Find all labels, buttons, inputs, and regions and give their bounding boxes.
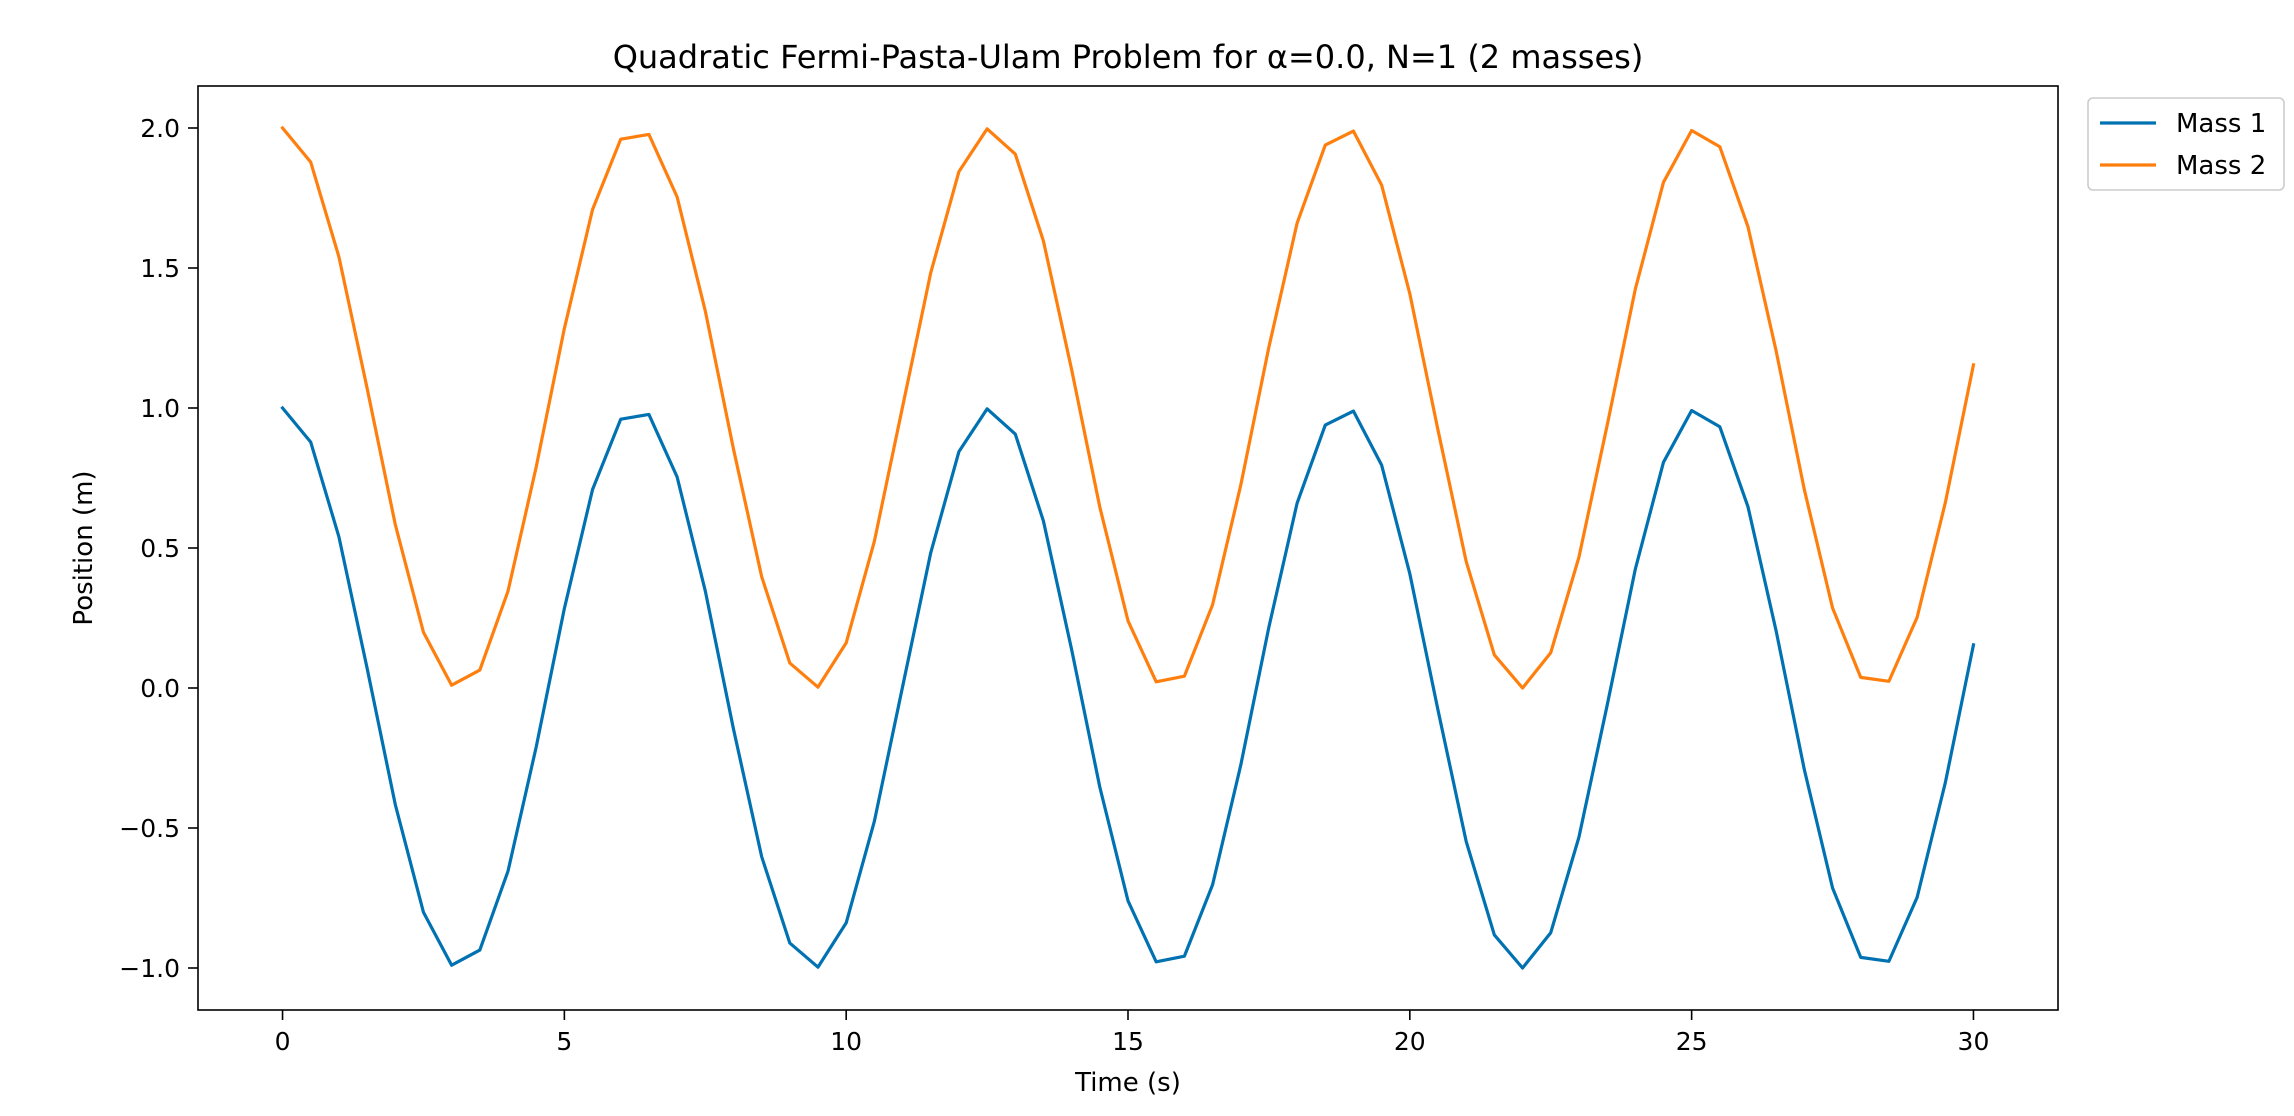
chart-title: Quadratic Fermi-Pasta-Ulam Problem for α…: [613, 38, 1644, 76]
series-line-mass-1: [280, 405, 1976, 970]
x-tick-label: 25: [1676, 1027, 1708, 1056]
x-axis-label: Time (s): [1074, 1068, 1181, 1098]
y-tick-label: −1.0: [119, 954, 180, 983]
y-tick-label: 1.5: [140, 254, 180, 283]
y-axis-label: Position (m): [69, 470, 99, 625]
series-line-mass-2: [280, 125, 1976, 690]
y-tick-label: 0.5: [140, 534, 180, 563]
legend-box: [2087, 97, 2285, 191]
y-tick-label: 2.0: [140, 114, 180, 143]
series-layer: [280, 125, 1976, 970]
legend-label: Mass 1: [2176, 109, 2266, 139]
x-tick-label: 0: [275, 1027, 291, 1056]
x-tick-label: 30: [1958, 1027, 1990, 1056]
y-axis: −1.0 −0.5 0.0 0.5 1.0 1.5 2.0: [119, 114, 198, 983]
x-tick-label: 20: [1394, 1027, 1426, 1056]
x-tick-label: 15: [1112, 1027, 1144, 1056]
y-tick-label: −0.5: [119, 814, 180, 843]
legend: Mass 1 Mass 2: [2087, 97, 2285, 191]
x-tick-label: 10: [830, 1027, 862, 1056]
legend-label: Mass 2: [2176, 151, 2266, 181]
y-tick-label: 0.0: [140, 674, 180, 703]
plot-area-frame: [197, 85, 2059, 1011]
x-axis: 0 5 10 15 20 25 30: [275, 1010, 1990, 1056]
x-tick-label: 5: [556, 1027, 572, 1056]
y-tick-label: 1.0: [140, 394, 180, 423]
